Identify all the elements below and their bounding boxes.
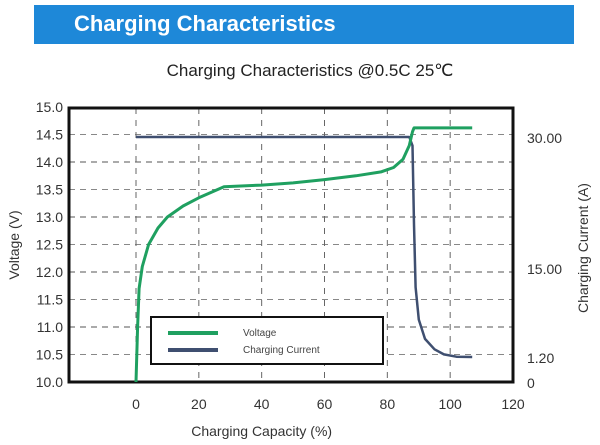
x-tick-label: 20 [191, 396, 207, 412]
x-tick-label: 0 [132, 396, 140, 412]
y2-tick-label: 15.00 [527, 261, 562, 277]
header-banner: Charging Characteristics [34, 5, 574, 44]
x-tick-label: 40 [254, 396, 270, 412]
x-tick-label: 80 [380, 396, 396, 412]
y2-axis-label: Charging Current (A) [575, 183, 591, 313]
x-tick-label: 100 [438, 396, 462, 412]
y-tick-label: 12.5 [36, 237, 63, 253]
x-axis-label: Charging Capacity (%) [191, 423, 332, 439]
x-tick-label: 60 [317, 396, 333, 412]
legend-current-label: Charging Current [243, 345, 320, 356]
banner-title: Charging Characteristics [74, 11, 336, 36]
y-tick-label: 10.0 [36, 374, 63, 390]
x-tick-label: 120 [501, 396, 525, 412]
y2-tick-label: 30.00 [527, 130, 562, 146]
chart-title: Charging Characteristics @0.5C 25℃ [166, 61, 454, 80]
y2-tick-label: 0 [527, 375, 535, 391]
y-tick-label: 10.5 [36, 347, 63, 363]
y-tick-label: 11.5 [37, 292, 63, 308]
y-tick-label: 13.5 [36, 182, 63, 198]
y-tick-label: 13.0 [36, 209, 63, 225]
y-tick-label: 14.0 [36, 154, 63, 170]
y-tick-label: 15.0 [36, 99, 63, 115]
plot-frame [67, 106, 515, 384]
y-tick-label: 12.0 [36, 264, 63, 280]
legend-box [150, 316, 384, 365]
y-tick-label: 11.0 [37, 319, 63, 335]
y-tick-label: 14.5 [36, 127, 63, 143]
voltage-line [134, 126, 473, 383]
y2-tick-label: 1.20 [527, 350, 554, 366]
y-axis-label: Voltage (V) [6, 210, 22, 279]
legend-voltage-label: Voltage [243, 328, 277, 339]
